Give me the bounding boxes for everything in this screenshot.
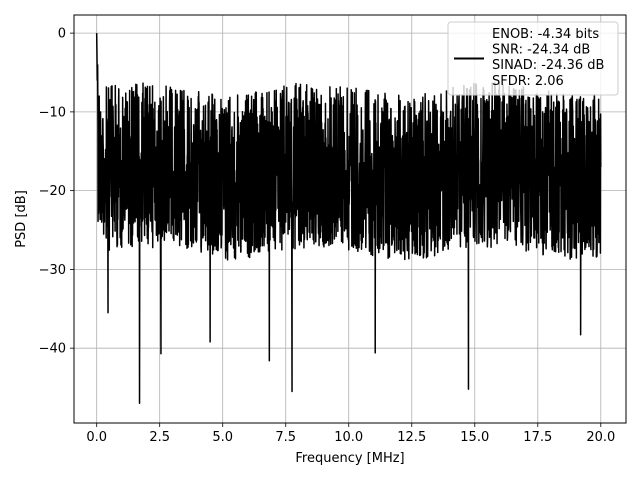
- x-tick-label: 15.0: [460, 430, 489, 445]
- x-tick-label: 0.0: [86, 430, 107, 445]
- psd-series-line: [95, 33, 602, 405]
- x-tick-label: 5.0: [212, 430, 233, 445]
- legend-label-line: SINAD: -24.36 dB: [492, 58, 604, 73]
- x-tick-label: 10.0: [334, 430, 363, 445]
- x-tick-label: 12.5: [397, 430, 426, 445]
- legend-label-line: ENOB: -4.34 bits: [492, 27, 599, 42]
- x-tick-label: 2.5: [149, 430, 170, 445]
- y-tick-label: −40: [39, 342, 66, 357]
- x-axis-label: Frequency [MHz]: [295, 451, 404, 466]
- y-tick-label: 0: [58, 27, 66, 42]
- x-tick-label: 17.5: [523, 430, 552, 445]
- y-tick-label: −30: [39, 263, 66, 278]
- legend-label-line: SFDR: 2.06: [492, 74, 564, 89]
- x-tick-label: 20.0: [586, 430, 615, 445]
- y-axis-label: PSD [dB]: [14, 190, 29, 248]
- y-ticks: 0 −10 −20 −30 −40: [39, 27, 74, 357]
- series-layer: [95, 33, 602, 405]
- legend-label-line: SNR: -24.34 dB: [492, 43, 590, 58]
- x-tick-label: 7.5: [275, 430, 296, 445]
- y-tick-label: −10: [39, 105, 66, 120]
- y-tick-label: −20: [39, 184, 66, 199]
- legend-box: [447, 21, 619, 96]
- x-ticks: 0.0 2.5 5.0 7.5 10.0 12.5 15.0 17.5 20.0: [86, 423, 615, 445]
- plot-frame: [73, 14, 627, 424]
